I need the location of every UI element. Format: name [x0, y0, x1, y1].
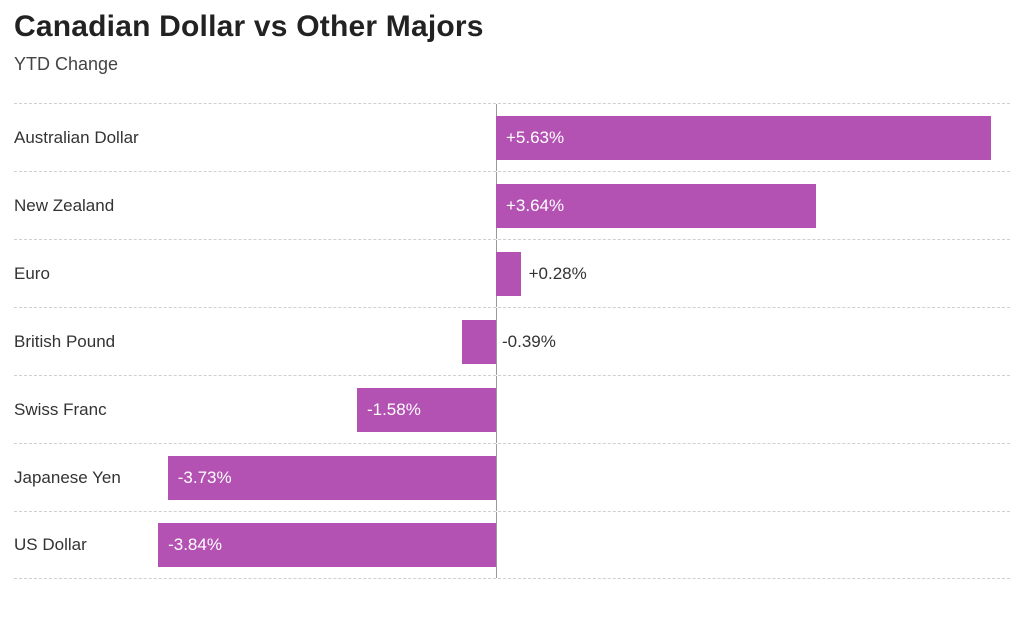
chart-row: Australian Dollar +5.63% [14, 103, 1010, 171]
chart-row: US Dollar -3.84% [14, 511, 1010, 579]
chart-row: British Pound -0.39% [14, 307, 1010, 375]
value-label: -3.84% [168, 535, 222, 555]
axis-zero-line [496, 308, 497, 375]
chart-row: Swiss Franc -1.58% [14, 375, 1010, 443]
category-label: US Dollar [14, 535, 87, 555]
chart-container: Canadian Dollar vs Other Majors YTD Chan… [0, 0, 1024, 579]
bar [496, 252, 521, 296]
category-label: Euro [14, 264, 50, 284]
chart-subtitle: YTD Change [14, 54, 1010, 75]
value-label: -1.58% [367, 400, 421, 420]
value-label: -3.73% [178, 468, 232, 488]
value-label: +5.63% [506, 128, 564, 148]
bar [462, 320, 496, 364]
category-label: Swiss Franc [14, 400, 107, 420]
chart-row: Japanese Yen -3.73% [14, 443, 1010, 511]
chart-title: Canadian Dollar vs Other Majors [14, 10, 1010, 44]
category-label: British Pound [14, 332, 115, 352]
value-label: +3.64% [506, 196, 564, 216]
chart-plot-area: Australian Dollar +5.63% New Zealand +3.64%… [14, 103, 1010, 579]
chart-row: Euro +0.28% [14, 239, 1010, 307]
value-label: -0.39% [502, 332, 556, 352]
axis-zero-line [496, 512, 497, 578]
chart-row: New Zealand +3.64% [14, 171, 1010, 239]
value-label: +0.28% [529, 264, 587, 284]
category-label: Japanese Yen [14, 468, 121, 488]
bar [496, 116, 991, 160]
axis-zero-line [496, 444, 497, 511]
category-label: New Zealand [14, 196, 114, 216]
axis-zero-line [496, 376, 497, 443]
category-label: Australian Dollar [14, 128, 139, 148]
